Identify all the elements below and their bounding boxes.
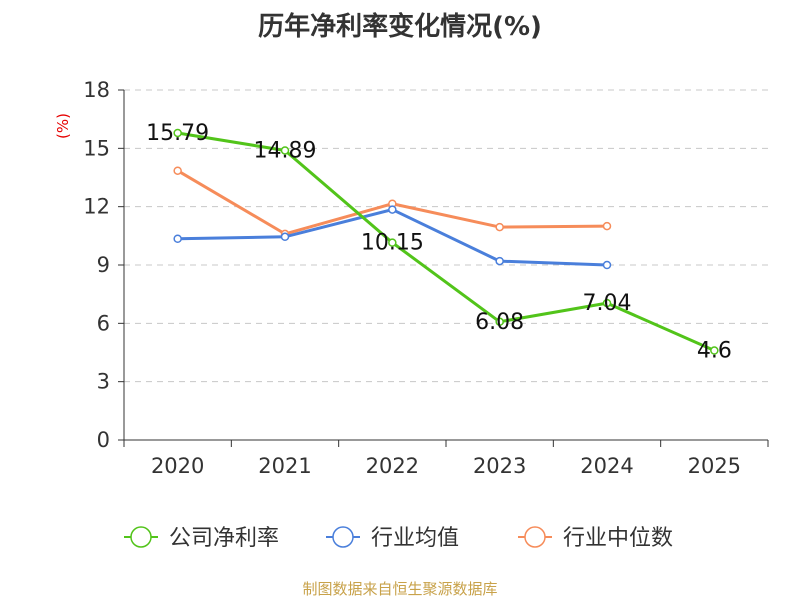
- y-tick-label: 12: [83, 195, 110, 219]
- x-tick-label: 2020: [151, 454, 204, 478]
- legend-label: 行业均值: [371, 526, 459, 551]
- legend-marker: [130, 526, 152, 548]
- data-point: [495, 222, 504, 232]
- data-point: [495, 317, 504, 327]
- data-point: [388, 238, 397, 247]
- x-tick-label: 2023: [473, 454, 526, 478]
- legend-label: 公司净利率: [169, 526, 279, 551]
- data-point: [495, 256, 504, 266]
- data-point: [710, 346, 719, 355]
- data-point: [602, 221, 612, 231]
- data-label: 15.79: [146, 121, 209, 146]
- x-tick-label: 2025: [688, 454, 741, 478]
- series-line-1: [177, 131, 715, 352]
- y-tick-label: 15: [83, 136, 110, 160]
- legend-label: 行业中位数: [563, 526, 673, 551]
- chart-title: 历年净利率变化情况(%): [258, 12, 542, 42]
- y-tick-label: 0: [97, 428, 110, 452]
- data-label: 14.89: [254, 138, 317, 163]
- data-point: [173, 166, 182, 175]
- y-tick-label: 18: [83, 78, 110, 102]
- x-tick-label: 2021: [258, 454, 311, 478]
- data-label: 7.04: [583, 291, 632, 316]
- data-point: [280, 146, 290, 155]
- y-axis-label: (%): [54, 113, 72, 139]
- source-note: 制图数据来自恒生聚源数据库: [302, 580, 498, 598]
- data-point: [280, 232, 290, 242]
- x-tick-label: 2022: [366, 454, 419, 478]
- y-tick-label: 3: [97, 370, 110, 394]
- y-tick-label: 9: [97, 253, 110, 277]
- data-point: [173, 128, 182, 138]
- data-point: [388, 205, 397, 214]
- legend-marker: [524, 526, 546, 548]
- data-point: [602, 298, 612, 308]
- legend-marker: [332, 526, 354, 548]
- data-point: [602, 260, 612, 270]
- x-tick-label: 2024: [580, 454, 633, 478]
- y-tick-label: 6: [97, 311, 110, 335]
- data-label: 4.6: [697, 339, 732, 364]
- data-label: 10.15: [361, 231, 424, 256]
- data-point: [173, 234, 182, 243]
- data-label: 6.08: [475, 310, 524, 335]
